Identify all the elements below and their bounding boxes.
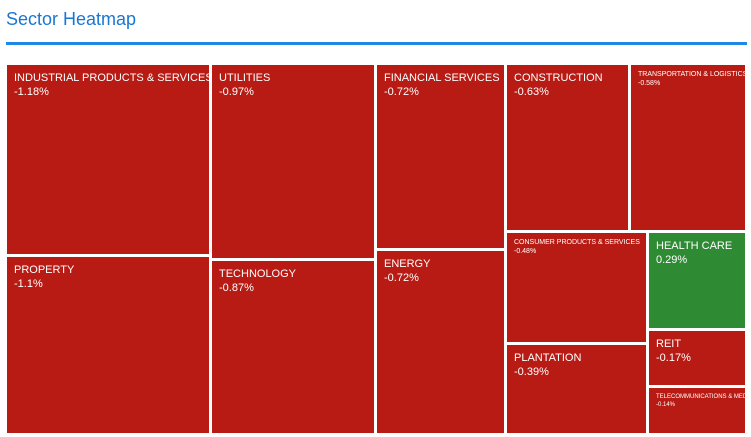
sector-tile[interactable]: HEALTH CARE 0.29% <box>649 233 745 328</box>
title-divider <box>6 42 747 45</box>
sector-change: -0.87% <box>219 281 254 294</box>
sector-name: CONSUMER PRODUCTS & SERVICES <box>514 239 640 246</box>
sector-change: -0.14% <box>656 401 676 408</box>
sector-name: PROPERTY <box>14 264 75 276</box>
sector-change: -0.63% <box>514 85 549 98</box>
sector-tile[interactable]: CONSUMER PRODUCTS & SERVICES -0.48% <box>507 233 646 342</box>
sector-name: PLANTATION <box>514 352 582 364</box>
sector-name: INDUSTRIAL PRODUCTS & SERVICES <box>14 72 209 84</box>
sector-change: -1.18% <box>14 85 49 98</box>
sector-change: -0.72% <box>384 271 419 284</box>
chart-title: Sector Heatmap <box>6 9 137 29</box>
sector-tile[interactable]: REIT -0.17% <box>649 331 745 385</box>
sector-change: -0.58% <box>638 80 661 88</box>
sector-name: REIT <box>656 338 682 350</box>
sector-tile[interactable]: TRANSPORTATION & LOGISTICS -0.58% <box>631 65 745 230</box>
sector-tile[interactable]: ENERGY -0.72% <box>377 251 504 433</box>
sector-name: CONSTRUCTION <box>514 72 603 84</box>
sector-name: TRANSPORTATION & LOGISTICS <box>638 71 745 78</box>
sector-tile[interactable]: TECHNOLOGY -0.87% <box>212 261 374 433</box>
sector-tile[interactable]: UTILITIES -0.97% <box>212 65 374 258</box>
sector-change: -0.39% <box>514 365 549 378</box>
sector-name: HEALTH CARE <box>656 240 733 252</box>
sector-name: FINANCIAL SERVICES <box>384 72 500 84</box>
sector-change: -0.97% <box>219 85 254 98</box>
sector-name: TELECOMMUNICATIONS & MEDIA <box>656 394 745 400</box>
sector-tile[interactable]: TELECOMMUNICATIONS & MEDIA -0.14% <box>649 388 745 433</box>
sector-name: UTILITIES <box>219 72 271 84</box>
sector-change: -1.1% <box>14 277 43 290</box>
sector-tile[interactable]: CONSTRUCTION -0.63% <box>507 65 628 230</box>
sector-change: -0.72% <box>384 85 419 98</box>
sector-name: TECHNOLOGY <box>219 268 297 280</box>
sector-change: -0.17% <box>656 351 691 364</box>
sector-tile[interactable]: FINANCIAL SERVICES -0.72% <box>377 65 504 248</box>
sector-change: -0.48% <box>514 248 537 256</box>
sector-name: ENERGY <box>384 258 431 270</box>
sector-tile[interactable]: PLANTATION -0.39% <box>507 345 646 433</box>
sector-tile[interactable]: PROPERTY -1.1% <box>7 257 209 433</box>
sector-tile[interactable]: INDUSTRIAL PRODUCTS & SERVICES -1.18% <box>7 65 209 254</box>
sector-change: 0.29% <box>656 253 688 266</box>
